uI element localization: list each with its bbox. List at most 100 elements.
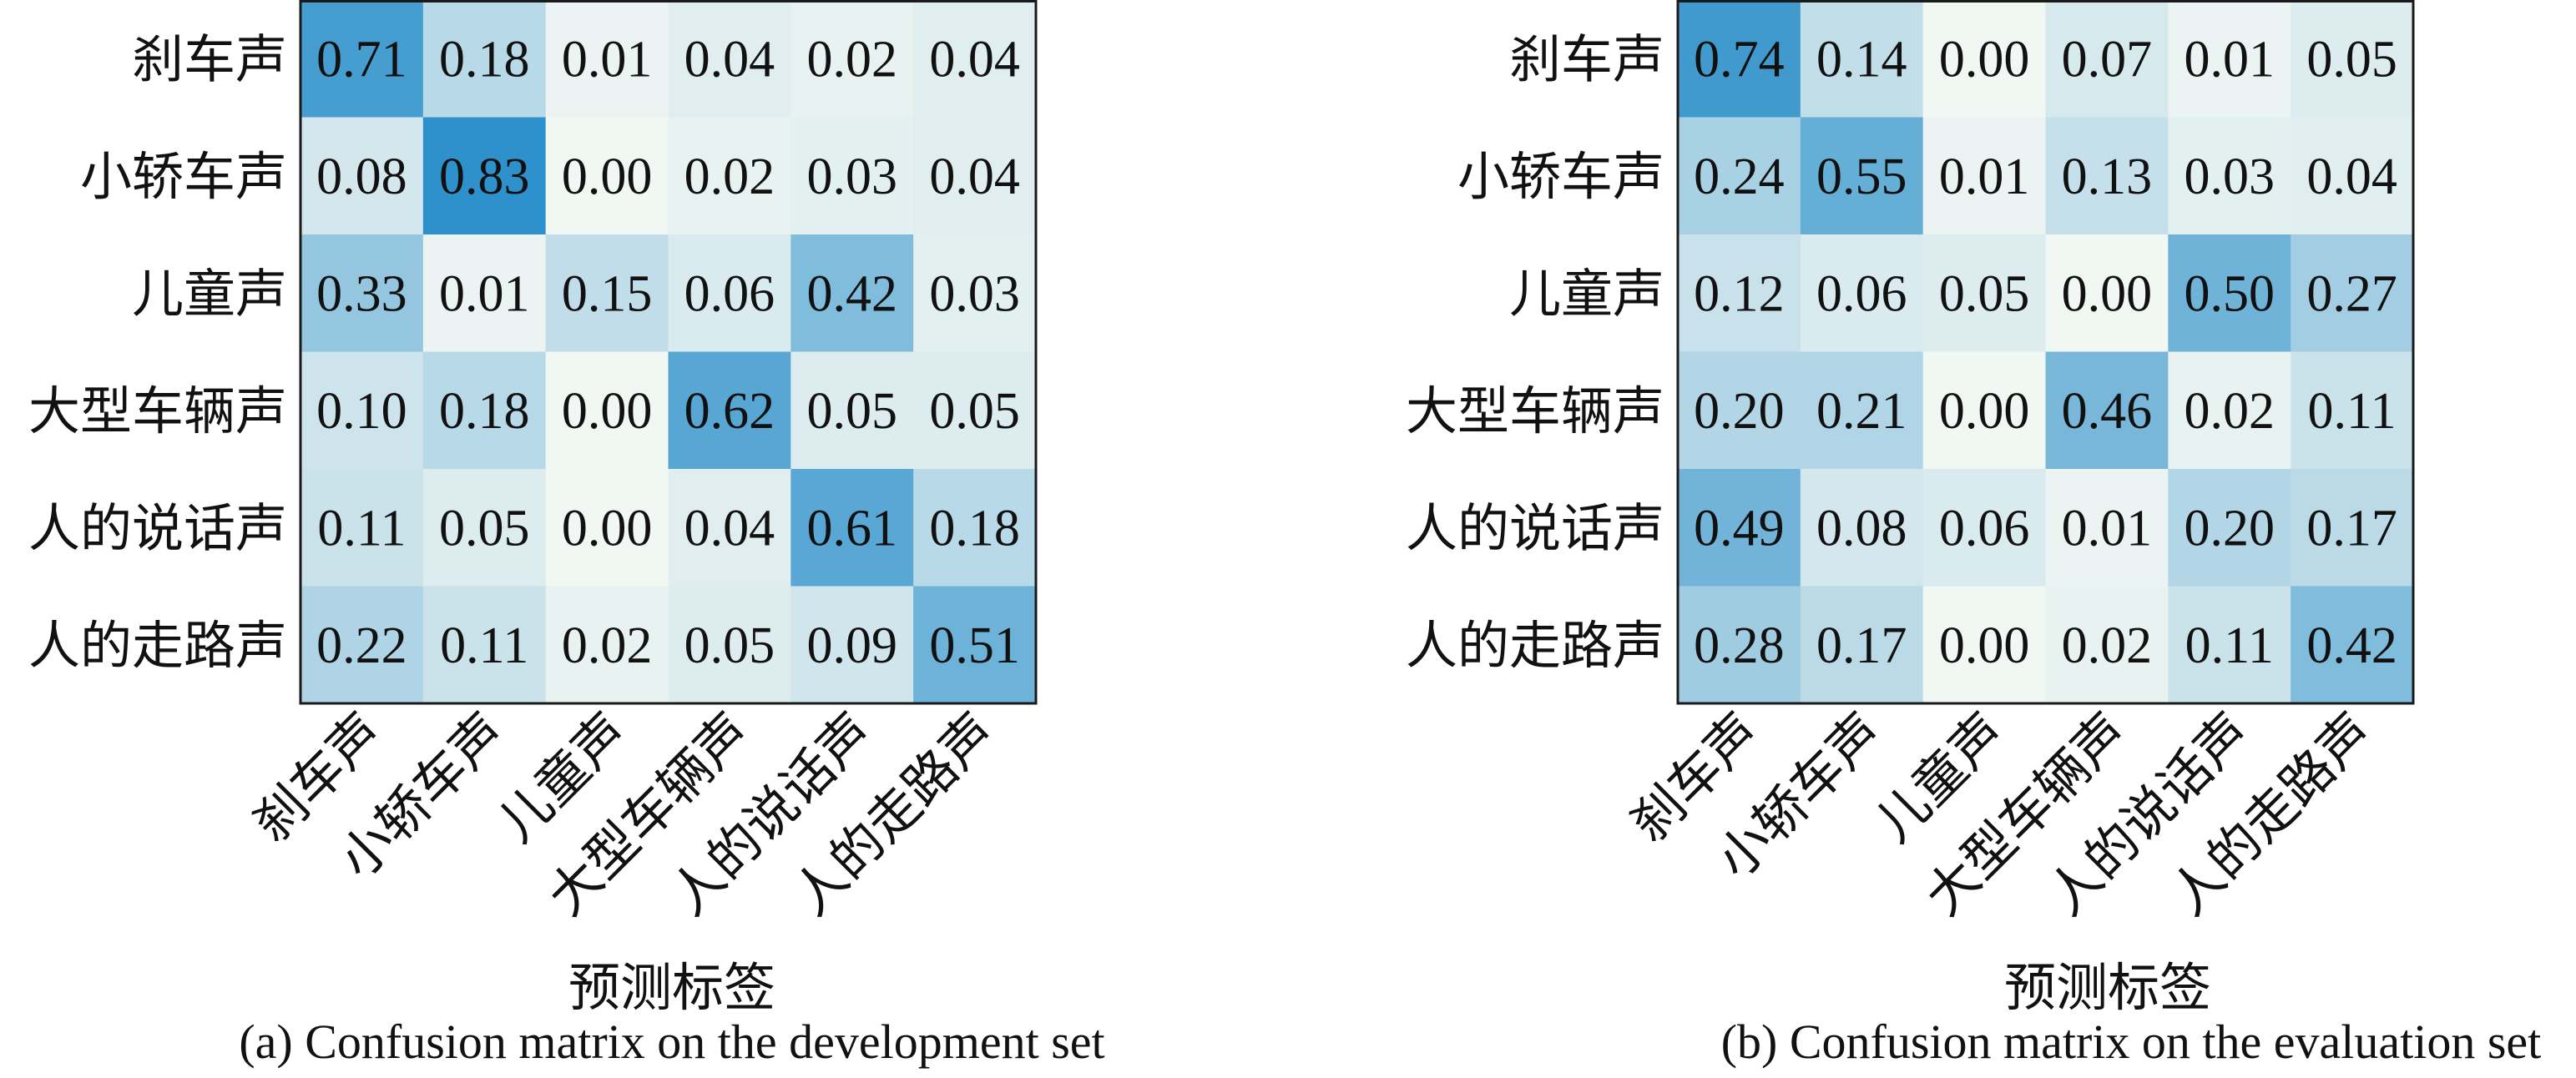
row-tick-label: 小轿车声 [80,149,287,206]
cell-value-label: 0.28 [1694,617,1785,674]
cell-value-label: 0.04 [684,31,775,88]
cell-value-label: 0.02 [2062,617,2153,674]
cell-value-label: 0.17 [2306,500,2397,557]
heatmap-cell [2168,469,2291,587]
heatmap-border [299,0,1038,705]
cell-value-label: 0.11 [2307,383,2396,440]
cell-value-label: 0.33 [316,265,407,322]
cell-value-label: 0.03 [2185,149,2275,205]
panel-caption: (a) Confusion matrix on the development … [239,1015,1104,1069]
cell-value-label: 0.20 [2185,500,2275,557]
panel-evaluation-set: 0.74 0.14 0.00 0.07 0.01 0.05 0.24 0.55 0.01 0.13… [1406,0,2541,1069]
row-tick-label: 儿童声 [1509,266,1664,323]
heatmap-cell [545,0,669,118]
heatmap-cell [545,117,669,235]
cell-value-label: 0.04 [684,500,775,557]
cell-value-label: 0.18 [439,31,530,88]
heatmap-cell [668,351,791,470]
heatmap-cell [301,117,424,235]
heatmap-cell [1922,117,2046,235]
cell-value-label: 0.10 [316,383,407,440]
heatmap-cell [545,469,669,587]
cell-value-label: 0.01 [2062,500,2153,557]
cell-value-label: 0.74 [1694,31,1785,88]
cell-value-label: 0.05 [2306,31,2397,88]
heatmap-border [1676,0,2415,705]
heatmap-cell [2291,586,2414,704]
heatmap-cell [913,586,1037,704]
cell-value-label: 0.11 [317,500,406,557]
cell-value-label: 0.03 [929,265,1020,322]
cell-value-label: 0.05 [929,383,1020,440]
cell-value-label: 0.08 [1816,500,1907,557]
x-axis-label: 预测标签 [568,960,775,1017]
heatmap-cell [668,117,791,235]
cell-value-label: 0.02 [562,617,653,674]
row-tick-label: 大型车辆声 [28,384,287,441]
heatmap-cell [1800,469,1924,587]
heatmap-cell [301,0,424,118]
heatmap-cell [422,351,547,470]
heatmap-cell [668,469,791,587]
cell-value-label: 0.04 [929,31,1020,88]
heatmap-cell [1678,117,1801,235]
cell-value-label: 0.00 [1939,31,2030,88]
cell-value-label: 0.02 [2185,383,2275,440]
cell-value-label: 0.83 [439,149,530,205]
cell-value-label: 0.11 [440,617,528,674]
heatmap-cell [2291,0,2414,118]
cell-value-label: 0.61 [807,500,898,557]
cell-value-label: 0.05 [439,500,530,557]
heatmap-cell [790,586,914,704]
heatmap-cell [2291,469,2414,587]
heatmap-cell [301,469,424,587]
heatmap-cell [1922,351,2046,470]
heatmap-cell [545,586,669,704]
cell-value-label: 0.03 [807,149,898,205]
heatmap-cell [1678,351,1801,470]
heatmap-cell [1678,234,1801,352]
heatmap-cell [1678,469,1801,587]
heatmap-cell [1800,234,1924,352]
cell-value-label: 0.00 [1939,383,2030,440]
cell-value-label: 0.04 [929,149,1020,205]
heatmap-cell [790,117,914,235]
heatmap-cell [2045,469,2169,587]
heatmap-cell [2045,0,2169,118]
row-tick-label: 儿童声 [132,266,287,323]
cell-value-label: 0.05 [684,617,775,674]
heatmap-cell [1922,0,2046,118]
heatmap-cell [1922,586,2046,704]
row-tick-label: 人的走路声 [1406,618,1664,675]
cell-value-label: 0.51 [929,617,1020,674]
heatmap-cell [1922,234,2046,352]
cell-value-label: 0.01 [2185,31,2275,88]
cell-value-label: 0.01 [1939,149,2030,205]
heatmap-cell [422,0,547,118]
heatmap-cell [301,234,424,352]
row-tick-label: 人的走路声 [28,618,287,675]
cell-value-label: 0.17 [1816,617,1907,674]
heatmap-cell [2045,351,2169,470]
cell-value-label: 0.42 [807,265,898,322]
heatmap-cell [422,117,547,235]
cell-value-label: 0.02 [684,149,775,205]
cell-value-label: 0.62 [684,383,775,440]
row-tick-label: 人的说话声 [28,501,287,557]
cell-value-label: 0.20 [1694,383,1785,440]
heatmap-cell [2291,117,2414,235]
cell-value-label: 0.07 [2062,31,2153,88]
heatmap-cell [668,0,791,118]
cell-value-label: 0.00 [562,500,653,557]
panel-development-set: 0.71 0.18 0.01 0.04 0.02 0.04 0.08 0.83 0.00 0.02… [28,0,1105,1069]
cell-value-label: 0.50 [2185,265,2275,322]
cell-value-label: 0.27 [2306,265,2397,322]
heatmap-cell [2045,586,2169,704]
cell-value-label: 0.06 [1939,500,2030,557]
row-tick-label: 小轿车声 [1457,149,1664,206]
heatmap-cell [913,0,1037,118]
heatmap-cell [913,234,1037,352]
cell-value-label: 0.22 [316,617,407,674]
